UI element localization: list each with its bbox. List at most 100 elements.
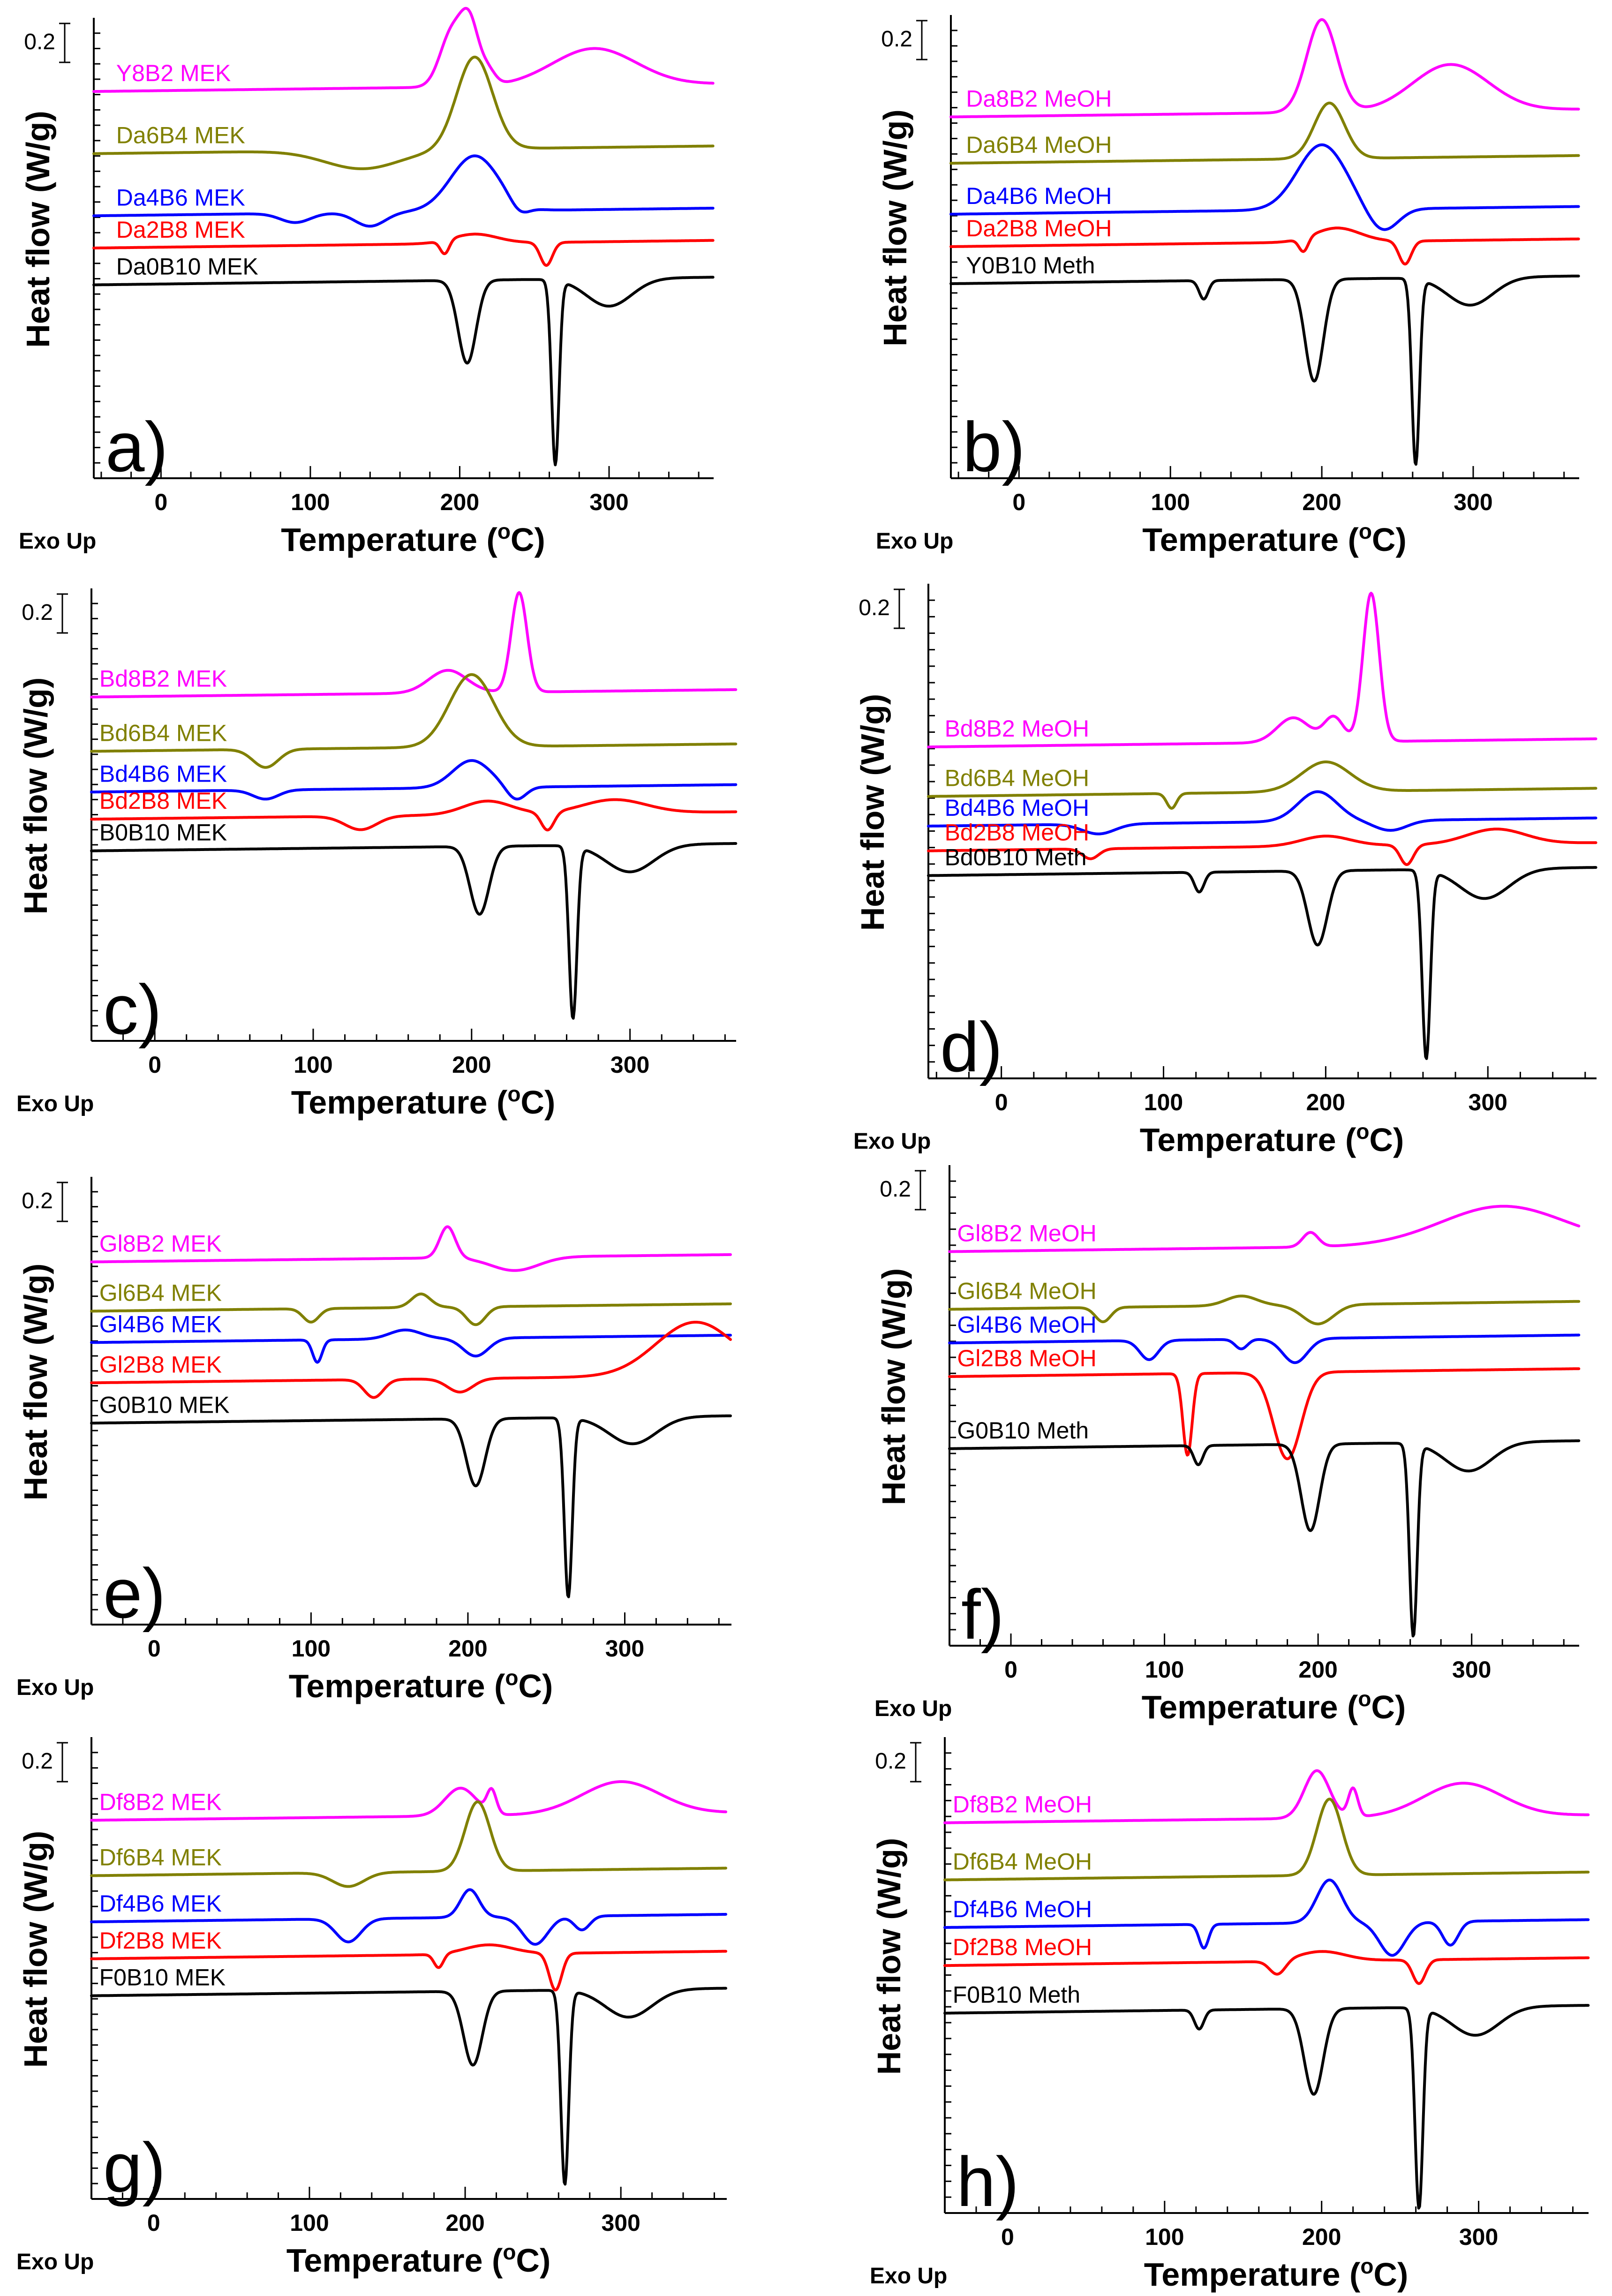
x-tick-label: 100 [290, 2210, 329, 2236]
series-line-df6b4-mek [90, 1800, 727, 1888]
scale-bar-label: 0.2 [22, 600, 53, 625]
chart-panel-h: 0 100 200 300 Temperature (oC) Heat flow (W/g… [870, 1737, 1590, 2293]
series-line-df8b2-mek [90, 1780, 727, 1822]
series-line-df4b6-mek [90, 1888, 727, 1946]
x-tick-label: 0 [148, 1052, 161, 1078]
exo-up-label: Exo Up [19, 529, 96, 554]
series-label: F0B10 MEK [99, 1965, 226, 1991]
series-line-y0b10-meth [949, 274, 1580, 466]
x-tick-label: 0 [1001, 2224, 1014, 2250]
series-line-da8b2-meoh [949, 18, 1580, 119]
series-line-bd6b4-meoh [927, 760, 1597, 810]
x-tick-label: 300 [601, 2210, 640, 2236]
series-line-y8b2-mek [92, 7, 715, 93]
x-tick-label: 100 [294, 1052, 332, 1078]
series-label: Da2B8 MEK [116, 217, 245, 243]
series-line-gl6b4-mek [90, 1292, 732, 1326]
exo-up-label: Exo Up [853, 1129, 931, 1154]
series-line-f0b10-mek [90, 1987, 727, 2186]
series-label: Df6B4 MEK [99, 1844, 222, 1871]
series-line-bd6b4-mek [90, 673, 738, 769]
exo-up-label: Exo Up [16, 2250, 94, 2274]
series-label: Bd8B2 MeOH [945, 715, 1089, 742]
x-tick-label: 300 [605, 1635, 644, 1662]
x-tick-label: 300 [589, 489, 628, 515]
series-label: Y0B10 Meth [966, 252, 1095, 279]
series-label: Gl8B2 MEK [99, 1230, 222, 1257]
series-line-df6b4-meoh [943, 1798, 1590, 1882]
series-line-bd4b6-meoh [927, 790, 1597, 836]
series-label: F0B10 Meth [953, 1982, 1080, 2008]
series-line-gl4b6-meoh [948, 1333, 1581, 1364]
series-line-bd4b6-mek [90, 759, 738, 801]
series-line-gl2b8-meoh [948, 1367, 1581, 1460]
exo-up-label: Exo Up [870, 2264, 947, 2288]
series-label: B0B10 MEK [99, 820, 227, 846]
series-line-g0b10-meth [948, 1439, 1581, 1638]
scale-bar-label: 0.2 [880, 1177, 911, 1202]
x-tick-label: 200 [448, 1635, 487, 1662]
series-label: Bd4B6 MeOH [945, 795, 1089, 821]
series-label: G0B10 MEK [99, 1392, 230, 1418]
series-line-da2b8-meoh [949, 226, 1580, 266]
chart-panel-f: 0 100 200 300 Temperature (oC) Heat flow (W/g… [874, 1165, 1581, 1725]
series-line-gl8b2-mek [90, 1225, 732, 1272]
x-tick-label: 200 [452, 1052, 491, 1078]
series-line-gl4b6-mek [90, 1328, 732, 1364]
series-label: Da0B10 MEK [116, 254, 258, 280]
x-axis-title: Temperature (oC) [1142, 1686, 1406, 1725]
series-label: Da4B6 MEK [116, 184, 245, 211]
scale-bar-label: 0.2 [859, 595, 890, 620]
chart-panel-c: 0 100 200 300 Temperature (oC) Heat flow (W/g… [16, 588, 738, 1121]
series-line-bd8b2-meoh [927, 592, 1597, 749]
series-label: Gl4B6 MeOH [957, 1311, 1096, 1338]
panel-label: h) [957, 2142, 1019, 2221]
series-line-bd8b2-mek [90, 591, 738, 699]
x-tick-label: 300 [1469, 1089, 1507, 1115]
x-axis-title: Temperature (oC) [289, 1665, 553, 1704]
series-line-bd2b8-meoh [927, 828, 1597, 866]
panel-label: e) [103, 1554, 166, 1633]
x-axis-title: Temperature (oC) [1142, 519, 1407, 558]
series-line-df8b2-meoh [943, 1769, 1590, 1824]
x-axis-title: Temperature (oC) [286, 2240, 551, 2279]
panel-label: d) [940, 1008, 1002, 1086]
scale-bar-label: 0.2 [881, 27, 912, 52]
series-line-df2b8-mek [90, 1943, 727, 1992]
series-line-da4b6-mek [92, 154, 715, 228]
x-axis-title: Temperature (oC) [281, 519, 545, 558]
y-axis-title: Heat flow (W/g) [20, 111, 56, 347]
series-label: Y8B2 MEK [116, 60, 231, 86]
y-axis-title: Heat flow (W/g) [17, 1264, 54, 1500]
x-tick-label: 100 [291, 489, 330, 515]
series-label: Df4B6 MEK [99, 1890, 222, 1917]
series-line-gl6b4-meoh [948, 1295, 1581, 1325]
series-line-bd2b8-mek [90, 798, 738, 832]
series-line-gl8b2-meoh [948, 1204, 1581, 1253]
x-tick-label: 200 [440, 489, 479, 515]
y-axis-title: Heat flow (W/g) [875, 1268, 912, 1505]
series-label: Da4B6 MeOH [966, 183, 1112, 209]
series-label: Bd0B10 Meth [945, 844, 1087, 870]
series-label: Gl4B6 MEK [99, 1311, 222, 1337]
series-label: Bd2B8 MEK [99, 788, 227, 814]
series-line-da0b10-mek [92, 276, 715, 467]
series-label: Bd8B2 MEK [99, 666, 227, 692]
chart-panel-a: 0 100 200 300 Temperature (oC) Heat flow (W/g… [19, 7, 715, 558]
series-label: Gl8B2 MeOH [957, 1220, 1096, 1247]
series-line-g0b10-mek [90, 1414, 732, 1598]
exo-up-label: Exo Up [876, 529, 953, 554]
x-tick-label: 300 [1454, 489, 1492, 515]
x-tick-label: 100 [1145, 2224, 1184, 2250]
x-tick-label: 100 [1151, 489, 1190, 515]
panel-label: a) [105, 407, 168, 486]
series-line-da4b6-meoh [949, 143, 1580, 231]
chart-panel-e: 0 100 200 300 Temperature (oC) Heat flow (W/g… [16, 1177, 732, 1704]
x-tick-label: 100 [1145, 1656, 1184, 1683]
series-line-da6b4-meoh [949, 101, 1580, 165]
chart-panel-g: 0 100 200 300 Temperature (oC) Heat flow (W/g… [16, 1737, 727, 2279]
panel-label: g) [103, 2128, 166, 2207]
series-label: Bd4B6 MEK [99, 760, 227, 787]
series-line-gl2b8-mek [90, 1321, 732, 1399]
